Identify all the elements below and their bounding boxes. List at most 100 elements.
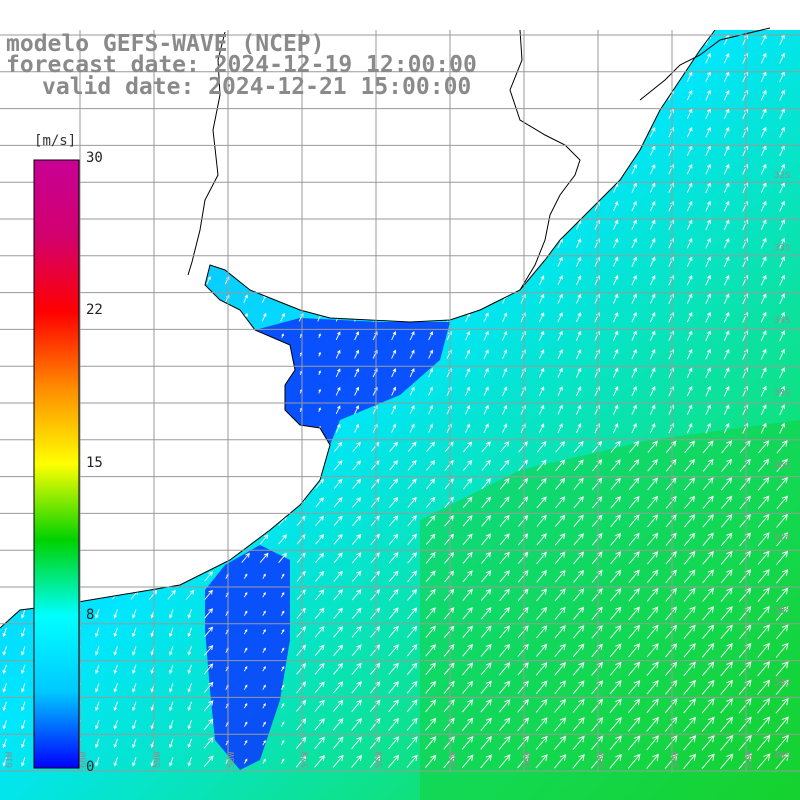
wind-arrow: [280, 721, 285, 727]
wind-arrow: [575, 330, 582, 341]
wind-arrow: [333, 662, 344, 675]
wind-arrow: [499, 588, 510, 601]
wind-arrow: [241, 515, 250, 526]
wind-arrow: [443, 662, 455, 676]
wind-arrow: [702, 514, 714, 528]
wind-arrow: [132, 276, 137, 285]
wind-arrow: [112, 497, 120, 507]
wind-arrow: [483, 275, 489, 285]
wind-arrow: [538, 164, 545, 175]
wind-arrow: [480, 735, 492, 750]
wind-arrow: [538, 71, 545, 82]
wind-arrow: [243, 573, 248, 579]
wind-arrow: [483, 145, 489, 156]
wind-arrow: [96, 388, 99, 394]
wind-arrow: [335, 238, 341, 248]
wind-arrow: [186, 552, 195, 563]
wind-arrow: [538, 53, 545, 64]
wind-arrow: [498, 699, 511, 713]
wind-arrow: [169, 757, 174, 767]
wind-arrow: [94, 479, 102, 488]
wind-arrow: [646, 643, 659, 658]
wind-arrow: [776, 569, 789, 584]
wind-arrow: [170, 370, 173, 376]
wind-arrow: [462, 643, 474, 657]
wind-arrow: [169, 646, 174, 656]
wind-arrow: [446, 164, 452, 174]
wind-arrow: [575, 256, 582, 267]
wind-arrow: [612, 386, 619, 397]
wind-arrow: [499, 459, 510, 471]
wind-arrow: [738, 642, 752, 658]
wind-arrow: [262, 739, 266, 746]
wind-arrow: [720, 734, 734, 751]
wind-arrow: [446, 256, 452, 267]
wind-arrow: [244, 407, 247, 413]
wind-arrow: [554, 717, 567, 732]
wind-arrow: [113, 146, 119, 155]
wind-arrow: [536, 569, 547, 583]
wind-arrow: [646, 587, 659, 602]
wind-arrow: [612, 201, 619, 212]
wind-arrow: [243, 220, 248, 229]
colorbar-tick: 15: [86, 455, 103, 471]
wind-arrow: [465, 182, 471, 193]
wind-arrow: [721, 458, 733, 472]
wind-arrow: [260, 442, 268, 452]
wind-arrow: [243, 164, 248, 174]
wind-arrow: [113, 183, 119, 192]
wind-arrow: [575, 367, 582, 378]
wind-arrow: [760, 182, 767, 194]
wind-arrow: [3, 407, 7, 413]
wind-arrow: [684, 495, 696, 509]
wind-arrow: [686, 200, 693, 212]
wind-arrow: [281, 388, 284, 394]
wind-arrow: [557, 34, 563, 45]
wind-arrow: [705, 219, 711, 230]
wind-arrow: [20, 535, 28, 544]
wind-arrow: [388, 662, 399, 675]
wind-arrow: [168, 442, 176, 452]
wind-arrow: [649, 293, 656, 304]
border-line: [639, 27, 771, 101]
wind-arrow: [757, 513, 770, 528]
wind-arrow: [557, 423, 563, 434]
wind-arrow: [3, 294, 8, 303]
wind-arrow: [517, 662, 529, 676]
wind-arrow: [3, 91, 8, 99]
wind-arrow: [705, 126, 711, 138]
wind-arrow: [187, 276, 193, 285]
wind-arrow: [609, 698, 622, 713]
wind-arrow: [739, 477, 751, 491]
wind-arrow: [428, 109, 434, 119]
wind-arrow: [2, 443, 9, 451]
wind-arrow: [502, 312, 508, 322]
wind-arrow: [649, 330, 656, 341]
wind-arrow: [502, 90, 508, 100]
wind-arrow: [425, 736, 437, 750]
wind-arrow: [520, 275, 526, 286]
wind-arrow: [702, 550, 714, 565]
wind-arrow: [409, 423, 415, 433]
wind-arrow: [314, 718, 325, 731]
wind-arrow: [594, 145, 600, 156]
wind-arrow: [760, 348, 767, 360]
wind-arrow: [609, 624, 622, 639]
wind-arrow: [665, 569, 677, 584]
wind-arrow: [132, 609, 137, 619]
wind-arrow: [612, 367, 619, 378]
wind-arrow: [705, 237, 711, 249]
wind-arrow: [591, 551, 603, 565]
wind-arrow: [187, 609, 192, 619]
wind-arrow: [188, 351, 192, 357]
wind-arrow: [555, 459, 566, 472]
longitude-label: 59W: [153, 751, 163, 768]
wind-arrow: [296, 478, 306, 489]
wind-arrow: [684, 514, 696, 528]
wind-arrow: [241, 460, 250, 470]
wind-arrow: [499, 662, 511, 676]
wind-arrow: [19, 590, 28, 600]
wind-arrow: [406, 644, 418, 657]
wind-arrow: [243, 758, 248, 764]
